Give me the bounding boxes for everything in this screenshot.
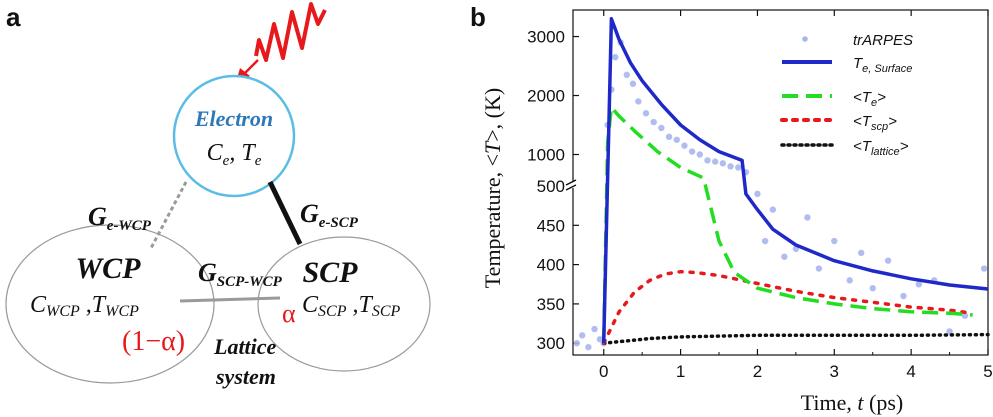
data-point-trarpes bbox=[761, 237, 769, 245]
y-tick-label: 1000 bbox=[527, 146, 565, 165]
x-tick-label: 3 bbox=[830, 362, 839, 381]
data-point-trarpes bbox=[673, 136, 680, 143]
y-tick-label: 3000 bbox=[527, 28, 565, 47]
data-point-trarpes bbox=[612, 53, 619, 61]
data-point-trarpes bbox=[869, 284, 876, 292]
data-point-trarpes bbox=[629, 80, 637, 87]
y-tick-label: 300 bbox=[537, 334, 565, 353]
series-line-tlattice bbox=[601, 332, 990, 345]
data-point-trarpes bbox=[769, 206, 777, 213]
lattice-label-line2: system bbox=[215, 364, 276, 389]
data-point-trarpes bbox=[846, 277, 853, 284]
electron-props: Ce, Te bbox=[207, 140, 262, 169]
legend-swatch-trarpes bbox=[802, 36, 808, 42]
y-axis-title: Temperature, <T>, (K) bbox=[480, 88, 505, 288]
series-line-tscp bbox=[601, 269, 975, 345]
data-point-trarpes bbox=[815, 265, 823, 272]
g-e-scp-label: Ge-SCP bbox=[300, 199, 359, 231]
x-tick-label: 5 bbox=[983, 362, 992, 381]
data-point-trarpes bbox=[711, 158, 719, 165]
y-tick-label: 400 bbox=[537, 256, 565, 275]
data-point-trarpes bbox=[857, 249, 865, 257]
x-tick-label: 2 bbox=[753, 362, 762, 381]
axis-break-mark bbox=[565, 179, 577, 186]
legend-label-tlattice: <Tlattice> bbox=[853, 138, 909, 158]
x-tick-label: 4 bbox=[906, 362, 915, 381]
coupling-line-e-wcp bbox=[148, 181, 188, 251]
lattice-label-line1: Lattice bbox=[213, 334, 277, 359]
data-point-trarpes bbox=[585, 343, 592, 351]
g-scp-wcp-label: GSCP-WCP bbox=[198, 258, 283, 290]
plot-frame bbox=[572, 9, 989, 356]
data-point-trarpes bbox=[623, 71, 630, 79]
legend-label-tscp: <Tscp> bbox=[853, 113, 897, 133]
series-line-te bbox=[601, 105, 973, 344]
wcp-title: WCP bbox=[75, 252, 141, 285]
data-point-trarpes bbox=[650, 118, 657, 126]
y-tick-label: 450 bbox=[537, 216, 565, 235]
coupling-line-scp-wcp bbox=[179, 296, 281, 303]
legend-label-te: <Te> bbox=[853, 89, 886, 109]
data-point-trarpes bbox=[681, 142, 688, 149]
chart-legend: trARPES Te, Surface <Te> <Tscp> <Tlattic… bbox=[780, 32, 913, 158]
axis-break-mark bbox=[565, 184, 577, 191]
series-line-tesurface bbox=[601, 17, 989, 344]
data-point-trarpes bbox=[915, 281, 923, 288]
y-tick-label: 500 bbox=[537, 177, 565, 196]
data-point-trarpes bbox=[900, 292, 907, 300]
y-tick-label: 350 bbox=[537, 295, 565, 314]
x-tick-label: 0 bbox=[599, 362, 608, 381]
electron-title: Electron bbox=[194, 106, 273, 131]
legend-label-te-surface: Te, Surface bbox=[853, 55, 912, 75]
data-point-trarpes bbox=[831, 237, 838, 245]
light-pulse-icon bbox=[236, 2, 327, 82]
data-point-trarpes bbox=[754, 190, 761, 198]
data-point-trarpes bbox=[696, 151, 704, 158]
panel-b-label: b bbox=[470, 2, 486, 32]
scp-props: CSCP ,TSCP bbox=[302, 292, 401, 320]
data-point-trarpes bbox=[658, 124, 665, 132]
x-tick-label: 1 bbox=[676, 362, 685, 381]
data-point-trarpes bbox=[665, 133, 673, 141]
axis-break-gap bbox=[566, 182, 580, 188]
wcp-fraction: (1−α) bbox=[122, 326, 185, 357]
scp-alpha: α bbox=[282, 299, 296, 328]
wcp-props: CWCP ,TWCP bbox=[30, 292, 139, 320]
wcp-node bbox=[5, 224, 215, 384]
data-point-trarpes bbox=[579, 332, 586, 339]
data-point-trarpes bbox=[980, 265, 988, 272]
x-axis-title: Time, t (ps) bbox=[801, 390, 904, 415]
g-e-wcp-label: Ge-WCP bbox=[88, 202, 152, 234]
data-point-trarpes bbox=[804, 214, 811, 221]
legend-label-trarpes: trARPES bbox=[853, 32, 913, 49]
data-point-trarpes bbox=[781, 253, 788, 260]
data-point-trarpes bbox=[573, 340, 581, 347]
scp-title: SCP bbox=[302, 256, 358, 289]
data-point-trarpes bbox=[596, 336, 604, 343]
coupling-line-e-scp bbox=[267, 180, 303, 246]
scp-node bbox=[257, 236, 431, 372]
data-point-trarpes bbox=[688, 148, 696, 155]
data-point-trarpes bbox=[704, 157, 711, 164]
data-point-trarpes bbox=[961, 312, 969, 319]
data-point-trarpes bbox=[719, 160, 727, 167]
data-point-trarpes bbox=[591, 325, 598, 333]
data-point-trarpes bbox=[946, 328, 953, 335]
electron-node bbox=[172, 74, 296, 198]
data-point-trarpes bbox=[635, 98, 642, 105]
data-point-trarpes bbox=[735, 164, 742, 171]
panel-a-label: a bbox=[6, 2, 21, 32]
data-point-trarpes bbox=[642, 110, 650, 117]
temperature-chart: 0 1 2 3 4 5 300 350 400 450 500 1000 2000 3000 bbox=[527, 9, 993, 381]
data-point-trarpes bbox=[727, 163, 734, 170]
y-tick-label: 2000 bbox=[527, 87, 565, 106]
data-point-trarpes bbox=[884, 257, 892, 264]
